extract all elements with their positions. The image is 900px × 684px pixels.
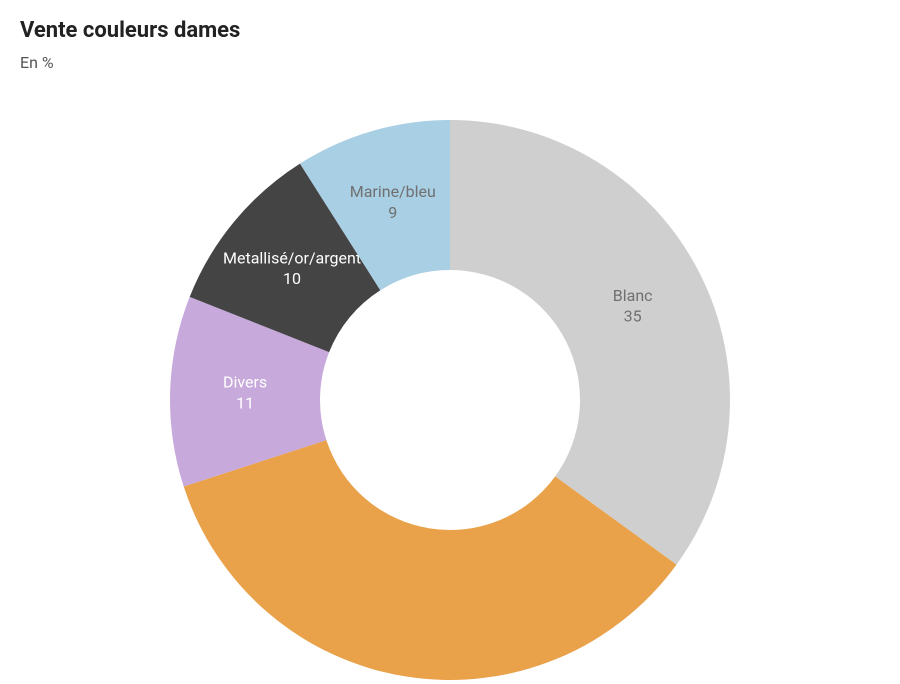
chart-title: Vente couleurs dames	[20, 18, 880, 43]
donut-chart: Blanc35Divers11Metallisé/or/argent10Mari…	[170, 120, 730, 680]
donut-svg: Blanc35Divers11Metallisé/or/argent10Mari…	[170, 120, 730, 680]
donut-slice	[450, 120, 730, 565]
chart-header: Vente couleurs dames En %	[0, 0, 900, 72]
chart-area: Blanc35Divers11Metallisé/or/argent10Mari…	[0, 90, 900, 507]
chart-subtitle: En %	[20, 53, 880, 72]
